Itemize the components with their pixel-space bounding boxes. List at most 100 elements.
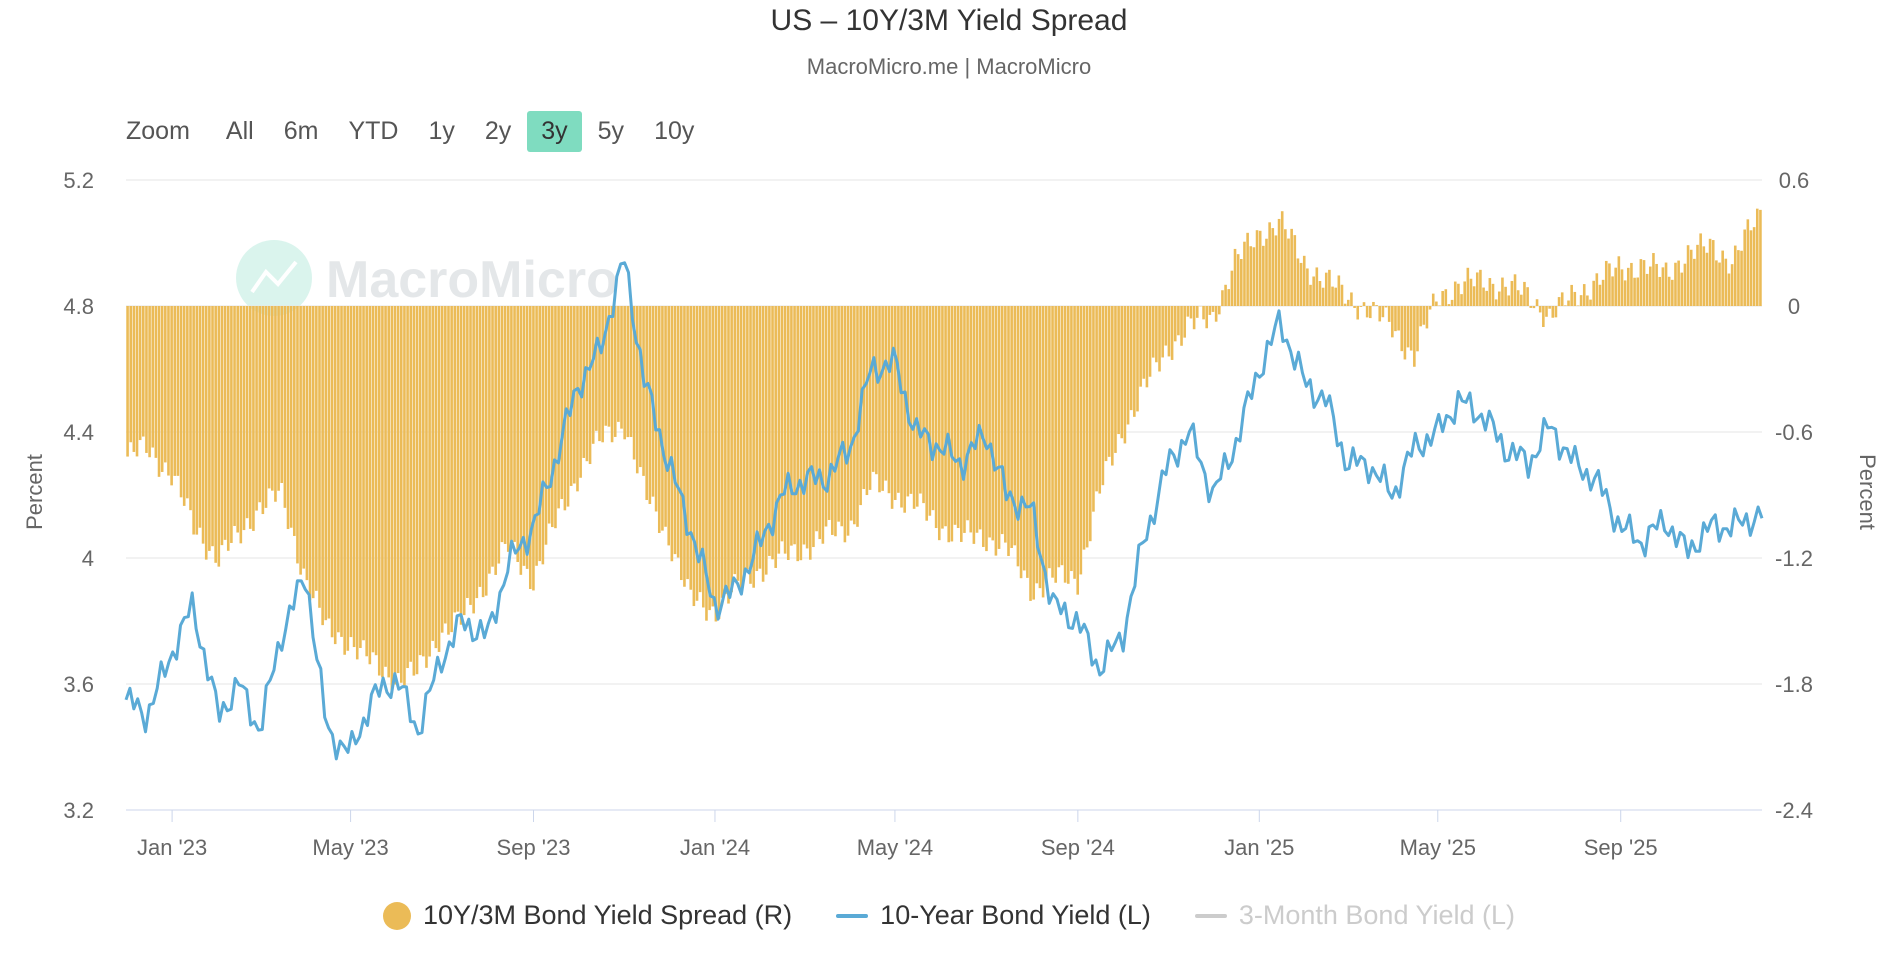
spread-bar — [528, 306, 532, 590]
spread-bar — [1350, 292, 1353, 306]
legend-item-three-month[interactable]: 3-Month Bond Yield (L) — [1194, 900, 1515, 931]
spread-bar — [1227, 289, 1231, 306]
legend-item-spread[interactable]: 10Y/3M Bond Yield Spread (R) — [382, 900, 792, 931]
spread-bar — [746, 306, 749, 570]
zoom-6m-button[interactable]: 6m — [283, 116, 319, 145]
spread-bar — [711, 306, 715, 607]
spread-bar — [1070, 306, 1073, 572]
spread-bar — [431, 306, 435, 641]
spread-bar — [1123, 306, 1127, 444]
spread-bar — [377, 306, 381, 676]
spread-bar — [1686, 245, 1690, 306]
spread-bar — [242, 306, 246, 531]
spread-bar — [1608, 263, 1611, 306]
spread-bar — [1696, 244, 1699, 306]
spread-bar — [1658, 276, 1662, 306]
spread-bar — [1623, 280, 1627, 306]
spread-bar — [1246, 232, 1249, 306]
zoom-10y-button[interactable]: 10y — [654, 116, 695, 145]
spread-bar — [1520, 294, 1523, 306]
spread-bar — [654, 306, 658, 512]
spread-bar — [1155, 306, 1158, 363]
spread-bar — [1324, 272, 1328, 306]
spread-bar — [1491, 283, 1495, 306]
zoom-1y-button[interactable]: 1y — [428, 116, 455, 145]
spread-bar — [475, 306, 479, 599]
spread-bar — [481, 306, 485, 598]
spread-bar — [126, 306, 129, 457]
spread-bar — [1422, 306, 1426, 325]
spread-bar — [510, 306, 513, 546]
zoom-3y-button[interactable]: 3y — [527, 110, 582, 152]
spread-bar — [837, 306, 840, 522]
spread-bar — [551, 306, 554, 528]
spread-bar — [796, 306, 800, 562]
spread-bar — [1730, 264, 1734, 306]
spread-bar — [919, 306, 922, 494]
spread-bar — [1214, 306, 1218, 322]
spread-bar — [1337, 275, 1341, 306]
spread-bar — [132, 306, 136, 452]
spread-bar — [337, 306, 340, 633]
spread-bar — [302, 306, 306, 569]
spread-bar — [1111, 306, 1114, 466]
spread-bar — [1167, 306, 1171, 357]
spread-bar — [1545, 306, 1548, 317]
spread-bar — [1472, 286, 1476, 306]
spread-bar — [1485, 290, 1489, 306]
spread-bar — [831, 306, 834, 535]
spread-bar — [466, 306, 469, 599]
spread-bar — [1450, 299, 1454, 306]
spread-bar — [270, 306, 274, 491]
spread-bar — [359, 306, 362, 648]
spread-bar — [1652, 253, 1655, 306]
axes: 5.2 4.8 4.4 4 3.6 3.2 0.6 0 -0.6 -1.2 -1.8 -2.4 Jan … — [63, 168, 1813, 860]
spread-bar — [1460, 294, 1463, 306]
spread-bar — [812, 306, 815, 548]
spread-bar — [1614, 267, 1618, 306]
spread-bar — [497, 306, 501, 564]
spread-bar — [928, 306, 932, 516]
spread-bar — [1104, 306, 1108, 462]
x-tick-label: Sep '23 — [497, 835, 571, 860]
spread-bar — [1724, 258, 1728, 306]
spread-bar — [1224, 284, 1227, 306]
spread-bar — [982, 306, 985, 547]
legend-item-ten-year[interactable]: 10-Year Bond Yield (L) — [836, 900, 1151, 931]
spread-bar — [1475, 272, 1479, 306]
zoom-ytd-button[interactable]: YTD — [348, 116, 399, 145]
zoom-5y-button[interactable]: 5y — [597, 116, 625, 145]
spread-bar — [189, 306, 192, 511]
spread-bar — [1661, 267, 1665, 306]
spread-bar — [853, 306, 856, 525]
left-tick-label: 4 — [82, 546, 94, 571]
spread-bar — [1013, 306, 1017, 546]
spread-bar — [963, 306, 966, 533]
spread-bar — [1667, 276, 1671, 306]
spread-bar — [717, 306, 721, 619]
spread-bar — [1126, 306, 1130, 425]
spread-bar — [399, 306, 403, 683]
spread-bar — [145, 306, 148, 453]
spread-bar — [648, 306, 652, 505]
left-tick-label: 3.6 — [63, 672, 94, 697]
zoom-2y-button[interactable]: 2y — [484, 116, 512, 145]
spread-bar — [472, 306, 475, 614]
spread-bar — [739, 306, 743, 591]
spread-bar — [135, 306, 139, 457]
spread-bar — [173, 306, 177, 476]
spread-bar — [629, 306, 633, 438]
spread-bar — [1479, 269, 1482, 306]
spread-bar — [761, 306, 765, 582]
spread-bar — [513, 306, 516, 542]
spread-bar — [698, 306, 702, 593]
spread-bar — [1604, 260, 1608, 306]
spread-bar — [1740, 250, 1743, 306]
spread-bar — [944, 306, 947, 527]
spread-bar — [236, 306, 239, 533]
spread-bar — [516, 306, 519, 562]
watermark: MacroMicro — [236, 240, 618, 316]
spread-bar — [1548, 306, 1551, 309]
zoom-all-button[interactable]: All — [225, 116, 254, 145]
spread-bar — [1026, 306, 1029, 578]
